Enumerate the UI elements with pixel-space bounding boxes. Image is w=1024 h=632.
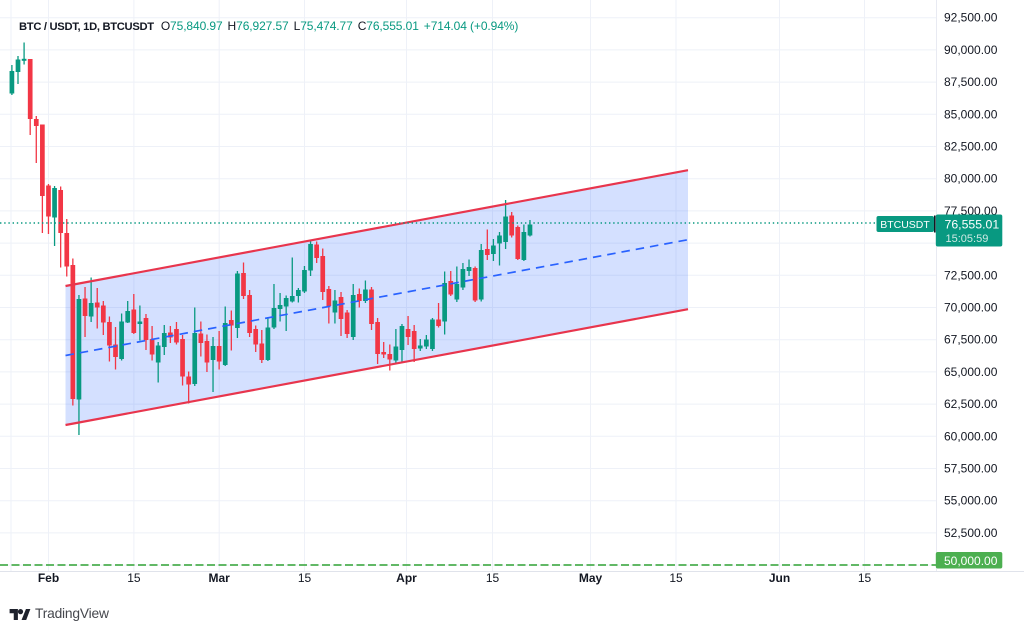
svg-text:80,000.00: 80,000.00 xyxy=(944,172,998,186)
svg-text:15: 15 xyxy=(669,571,683,585)
svg-text:62,500.00: 62,500.00 xyxy=(944,397,998,411)
svg-text:77,500.00: 77,500.00 xyxy=(944,204,998,218)
svg-text:Feb: Feb xyxy=(38,571,59,585)
svg-text:55,000.00: 55,000.00 xyxy=(944,494,998,508)
svg-text:15: 15 xyxy=(127,571,141,585)
svg-text:15: 15 xyxy=(298,571,312,585)
svg-text:52,500.00: 52,500.00 xyxy=(944,526,998,540)
svg-text:65,000.00: 65,000.00 xyxy=(944,365,998,379)
svg-text:BTCUSDT: BTCUSDT xyxy=(880,219,930,231)
svg-text:90,000.00: 90,000.00 xyxy=(944,43,998,57)
svg-text:85,000.00: 85,000.00 xyxy=(944,107,998,121)
svg-text:70,000.00: 70,000.00 xyxy=(944,301,998,315)
svg-text:Jun: Jun xyxy=(769,571,790,585)
svg-text:50,000.00: 50,000.00 xyxy=(944,554,998,568)
svg-text:Mar: Mar xyxy=(209,571,231,585)
svg-text:76,555.01: 76,555.01 xyxy=(945,218,1000,232)
svg-text:15: 15 xyxy=(858,571,872,585)
svg-text:72,500.00: 72,500.00 xyxy=(944,268,998,282)
svg-text:May: May xyxy=(579,571,603,585)
svg-text:15: 15 xyxy=(486,571,500,585)
svg-text:57,500.00: 57,500.00 xyxy=(944,462,998,476)
svg-text:92,500.00: 92,500.00 xyxy=(944,11,998,25)
svg-text:82,500.00: 82,500.00 xyxy=(944,140,998,154)
svg-text:Apr: Apr xyxy=(396,571,417,585)
svg-text:67,500.00: 67,500.00 xyxy=(944,333,998,347)
svg-text:60,000.00: 60,000.00 xyxy=(944,429,998,443)
svg-text:87,500.00: 87,500.00 xyxy=(944,75,998,89)
svg-text:15:05:59: 15:05:59 xyxy=(946,233,989,245)
